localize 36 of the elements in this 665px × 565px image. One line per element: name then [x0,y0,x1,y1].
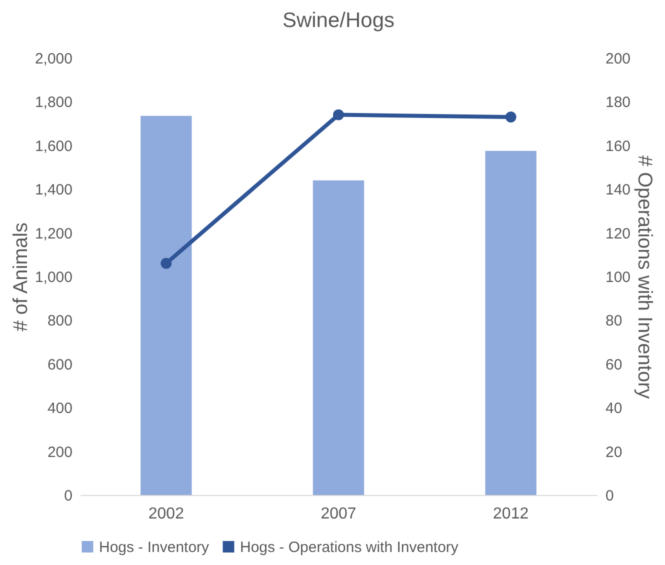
bar [312,180,364,495]
x-tick-label: 2012 [493,506,529,522]
legend-label: Hogs - Operations with Inventory [240,538,459,556]
y-tick-label: 1,800 [34,94,72,112]
y-tick-label: 1,600 [34,138,72,155]
y-tick-label: 600 [47,356,72,374]
x-tick-label: 2002 [148,506,184,522]
y2-tick-label: 60 [606,356,622,374]
y-tick-label: 800 [47,312,72,330]
y-axis-title: # of Animals [10,222,32,332]
y-tick-label: 1,200 [34,225,72,242]
bar [140,116,192,495]
y2-tick-label: 160 [606,138,631,155]
y-tick-label: 0 [64,488,72,504]
bar [485,150,536,495]
y2-tick-label: 120 [606,225,631,242]
point [160,258,172,269]
point [505,112,516,122]
y2-tick-label: 180 [606,94,631,112]
y-tick-label: 1,000 [34,269,72,286]
y-tick-label: 400 [47,400,72,418]
y2-tick-label: 200 [606,50,631,68]
y2-tick-label: 40 [606,400,622,418]
y-tick-label: 2,000 [34,50,72,68]
y2-tick-label: 0 [606,488,614,504]
x-tick-label: 2007 [320,506,356,522]
y2-tick-label: 140 [606,182,631,199]
chart-title: Swine/Hogs [282,9,395,32]
y2-tick-label: 100 [606,269,631,286]
y2-tick-label: 80 [606,312,622,330]
y-tick-label: 1,400 [34,182,72,199]
y2-axis-title: # Operations with Inventory [634,155,656,399]
y-tick-label: 200 [47,444,72,461]
legend-label: Hogs - Inventory [99,538,210,556]
point [333,109,344,120]
y2-tick-label: 20 [606,444,622,461]
